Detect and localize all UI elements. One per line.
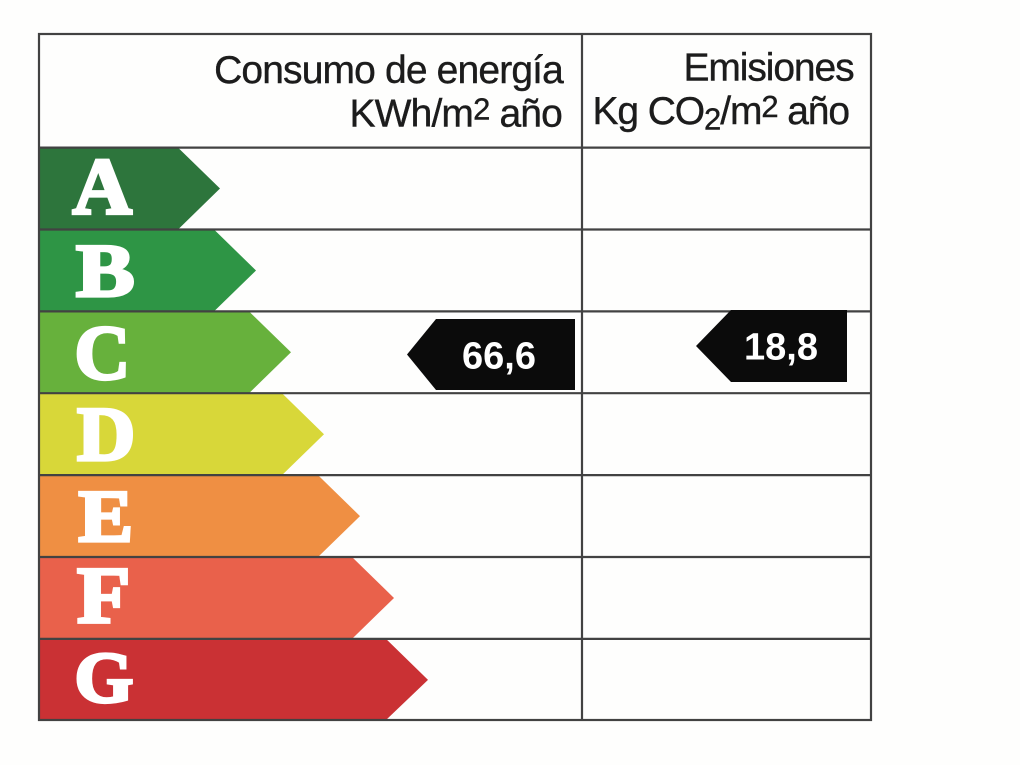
svg-text:G: G — [75, 638, 134, 718]
svg-text:KWh/m2 año: KWh/m2 año — [349, 92, 562, 136]
svg-text:Emisiones: Emisiones — [684, 47, 855, 90]
svg-text:D: D — [77, 391, 135, 477]
svg-text:A: A — [73, 144, 133, 232]
svg-text:Kg CO2/m2 año: Kg CO2/m2 año — [593, 89, 850, 137]
svg-text:E: E — [79, 476, 134, 558]
svg-text:B: B — [76, 230, 135, 313]
svg-text:C: C — [75, 310, 131, 396]
svg-text:Consumo de energía: Consumo de energía — [214, 49, 564, 92]
svg-text:18,8: 18,8 — [744, 327, 818, 369]
svg-text:F: F — [77, 551, 130, 641]
svg-text:66,6: 66,6 — [462, 336, 536, 378]
